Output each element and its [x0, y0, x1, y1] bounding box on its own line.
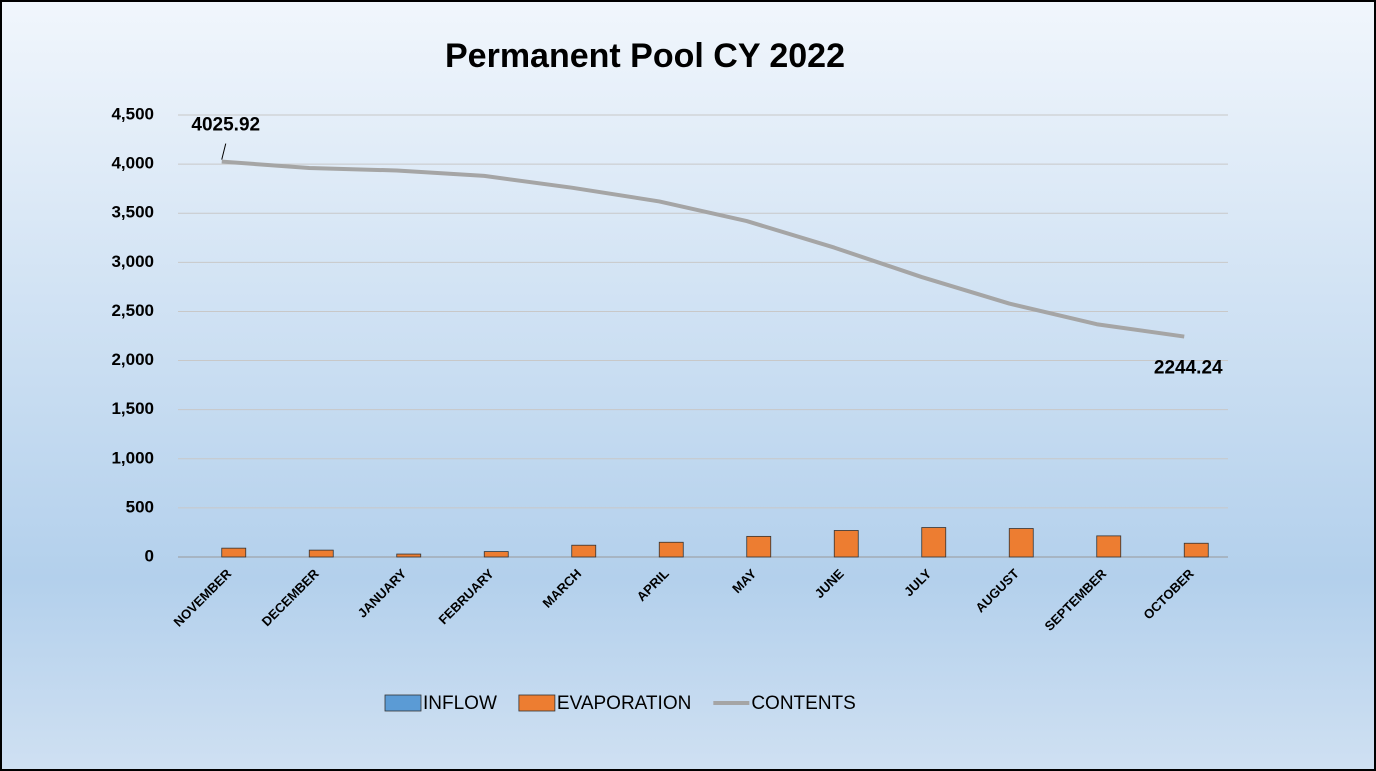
bar	[833, 530, 859, 558]
bar	[921, 527, 947, 558]
legend-swatch	[518, 694, 556, 712]
legend-label: INFLOW	[423, 693, 497, 714]
bar	[308, 549, 334, 558]
bar	[1008, 528, 1034, 558]
data-label: 4025.92	[191, 115, 260, 136]
y-tick-label: 4,000	[111, 154, 154, 173]
y-tick-label: 1,500	[111, 399, 154, 418]
leader-line	[221, 143, 227, 160]
bar	[221, 547, 247, 558]
bar	[396, 553, 422, 558]
chart-title: Permanent Pool CY 2022	[445, 37, 845, 75]
bar	[1183, 542, 1209, 558]
legend-label: EVAPORATION	[557, 693, 691, 714]
y-tick-label: 3,000	[111, 252, 154, 271]
bar	[658, 541, 684, 558]
y-tick-label: 500	[126, 497, 154, 516]
bar	[571, 544, 597, 558]
y-tick-label: 0	[145, 546, 154, 565]
legend-label: CONTENTS	[751, 693, 856, 714]
y-tick-label: 3,500	[111, 203, 154, 222]
bar	[483, 551, 509, 558]
y-tick-label: 2,500	[111, 301, 154, 320]
y-tick-label: 4,500	[111, 104, 154, 123]
bar	[746, 535, 772, 558]
bar	[1096, 535, 1122, 558]
y-tick-label: 2,000	[111, 350, 154, 369]
legend-swatch	[384, 694, 422, 712]
line	[221, 159, 1185, 339]
data-label: 2244.24	[1154, 358, 1223, 379]
y-tick-label: 1,000	[111, 448, 154, 467]
